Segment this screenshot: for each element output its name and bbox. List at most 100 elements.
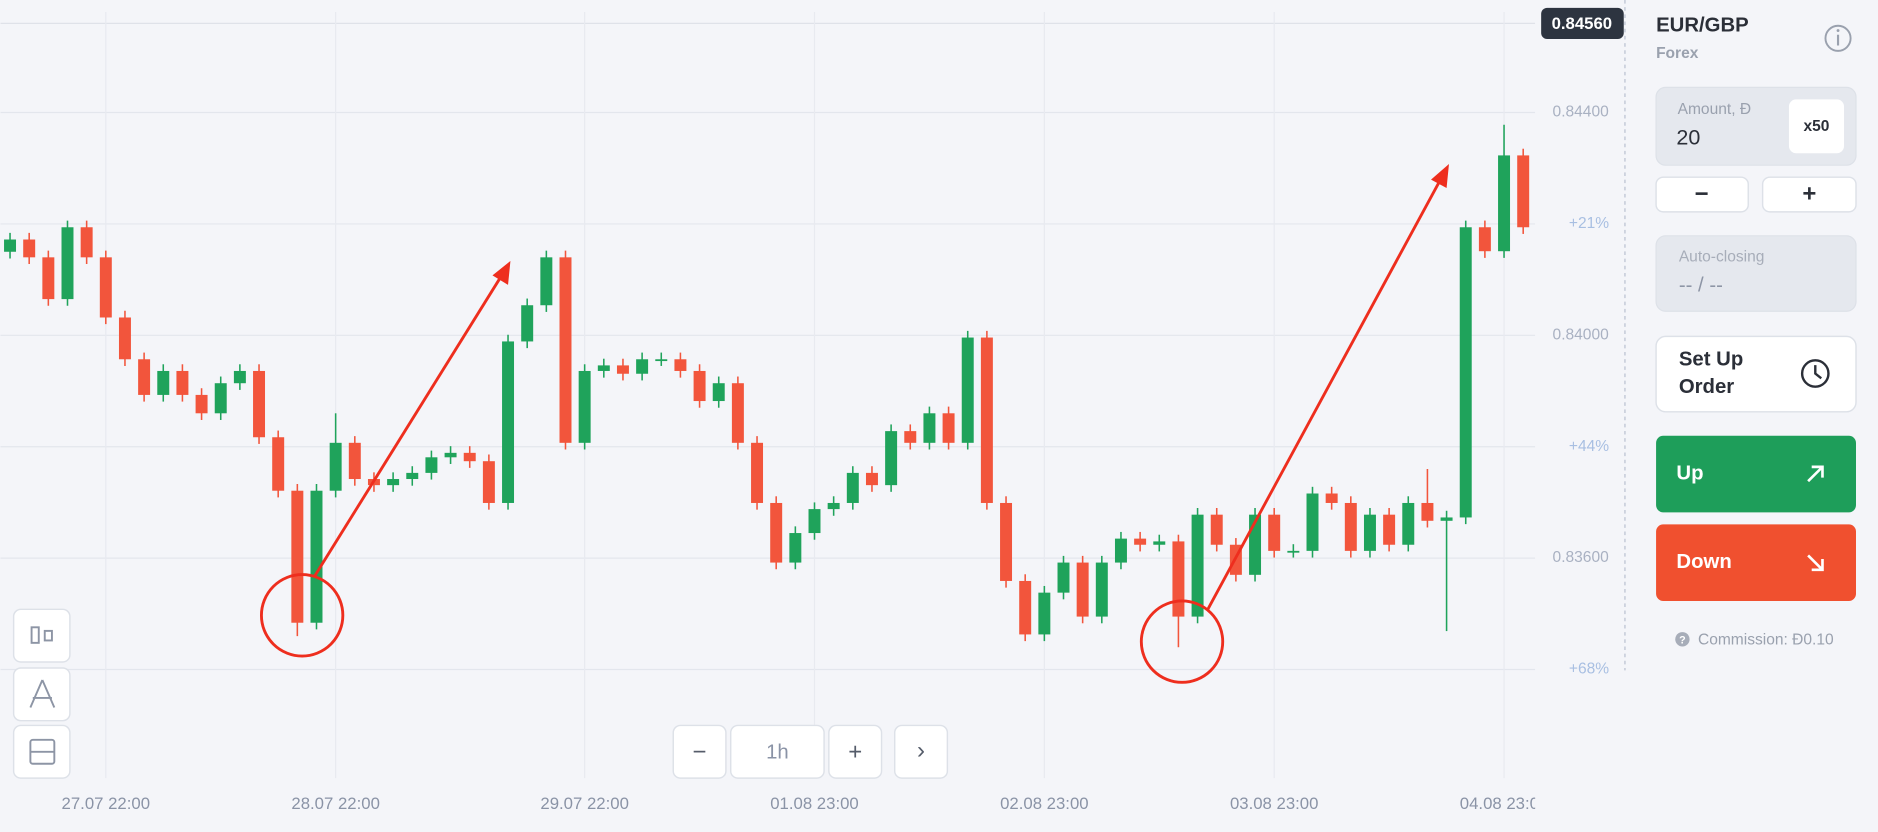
order-panel: EUR/GBP Forex Amount, Đ 20 x50 − + Auto-… — [1655, 15, 1857, 649]
tool-buttons — [12, 608, 71, 779]
zoom-out-label: − — [693, 738, 707, 765]
candle-body — [904, 431, 917, 443]
candle-body — [559, 257, 572, 443]
candle-body — [329, 442, 342, 491]
amount-value: 20 — [1676, 126, 1700, 150]
candle-body — [1019, 580, 1032, 635]
auto-closing-label: Auto-closing — [1679, 248, 1765, 265]
candle-body — [1076, 562, 1089, 617]
candle-body — [712, 383, 725, 402]
icon — [30, 626, 40, 644]
candle-body — [1517, 155, 1530, 228]
candle-body — [1153, 541, 1166, 545]
circle-marker — [259, 573, 345, 658]
candle-body — [1038, 592, 1051, 635]
candle-body — [1095, 562, 1108, 617]
candle-body — [291, 490, 304, 623]
arrow — [312, 272, 505, 578]
candle-body — [770, 502, 783, 563]
arrow — [1205, 176, 1444, 612]
info-button[interactable] — [1824, 24, 1852, 52]
help-icon — [1675, 632, 1690, 647]
multiplier-label: x50 — [1804, 118, 1830, 135]
candle-body — [502, 341, 515, 503]
arrow-head — [492, 260, 511, 285]
scroll-button[interactable] — [893, 724, 949, 779]
timeframe-button[interactable] — [729, 724, 825, 779]
candle-body — [980, 337, 993, 503]
drawing-tool-button[interactable] — [12, 667, 71, 722]
candle-body — [138, 359, 151, 395]
order-label-line: Set Up — [1679, 349, 1743, 371]
candle-body — [885, 431, 898, 486]
candle-body — [310, 490, 323, 623]
increase-label: + — [1802, 180, 1816, 207]
candle-body — [751, 442, 764, 503]
candle-body — [693, 370, 706, 402]
zoom-in-button[interactable] — [828, 724, 883, 779]
set-up-order-button[interactable] — [1655, 335, 1857, 413]
chart-type-button[interactable] — [12, 608, 71, 663]
candle-body — [1057, 562, 1070, 593]
candle-body — [1402, 502, 1415, 545]
order-label-line: Order — [1679, 376, 1734, 398]
zoom-controls: − 1h + › — [672, 724, 949, 779]
payout-label: +68% — [1569, 661, 1609, 678]
x-tick-label: 27.07 22:00 — [62, 794, 151, 813]
annotations — [259, 176, 1444, 684]
candle-body — [1363, 514, 1376, 551]
payout-label: +44% — [1569, 438, 1609, 455]
candle-body — [616, 365, 629, 374]
candle-body — [1421, 502, 1434, 521]
candle-body — [1344, 502, 1357, 551]
candle-body — [521, 305, 534, 342]
candle-body — [808, 509, 821, 534]
up-icon — [1807, 465, 1824, 483]
candle-body — [674, 359, 687, 371]
plot-area: 27.07 22:00 28.07 22:00 29.07 22:00 01.08 2… — [0, 11, 1536, 813]
candle-body — [597, 365, 610, 371]
candle-body — [233, 370, 246, 384]
clock-icon — [1800, 359, 1830, 388]
y-tick-label: 0.84400 — [1553, 104, 1610, 121]
zoom-in-label: + — [848, 738, 862, 765]
candle-body — [942, 413, 955, 443]
candle-body — [1114, 538, 1127, 563]
up-button[interactable] — [1656, 435, 1856, 513]
candle-body — [655, 359, 668, 362]
circle-marker — [1139, 599, 1225, 684]
candle-body — [4, 239, 17, 252]
current-price-badge — [1541, 7, 1624, 39]
arrow-head — [1431, 164, 1449, 188]
x-tick-label: 28.07 22:00 — [291, 794, 379, 813]
candle-body — [1325, 493, 1338, 503]
candle-body — [1268, 514, 1281, 551]
y-tick-label: 0.83600 — [1553, 549, 1610, 566]
icon — [43, 629, 53, 642]
increase-button[interactable] — [1761, 176, 1857, 213]
down-label: Down — [1676, 551, 1731, 573]
commission-label: Commission: Đ0.10 — [1698, 632, 1834, 649]
zoom-out-button[interactable] — [672, 724, 727, 779]
x-tick-label: 02.08 23:00 — [1000, 794, 1088, 813]
candle-body — [1440, 517, 1453, 521]
candle-body — [540, 257, 553, 306]
candle-body — [846, 472, 859, 503]
candle-body — [1210, 514, 1223, 545]
decrease-button[interactable] — [1655, 176, 1749, 213]
multiplier-button[interactable] — [1788, 99, 1845, 154]
candle-body — [1498, 155, 1511, 252]
candle-body — [1191, 514, 1204, 617]
candle-body — [1000, 502, 1013, 581]
down-button[interactable] — [1656, 524, 1856, 601]
candle-body — [1172, 541, 1185, 617]
candle-body — [1383, 514, 1396, 545]
candle-body — [923, 413, 936, 443]
candle-body — [214, 383, 227, 414]
auto-closing-field[interactable] — [1655, 235, 1857, 312]
up-label: Up — [1676, 462, 1703, 484]
auto-closing-value: -- / -- — [1679, 274, 1723, 296]
candle-body — [176, 370, 189, 395]
